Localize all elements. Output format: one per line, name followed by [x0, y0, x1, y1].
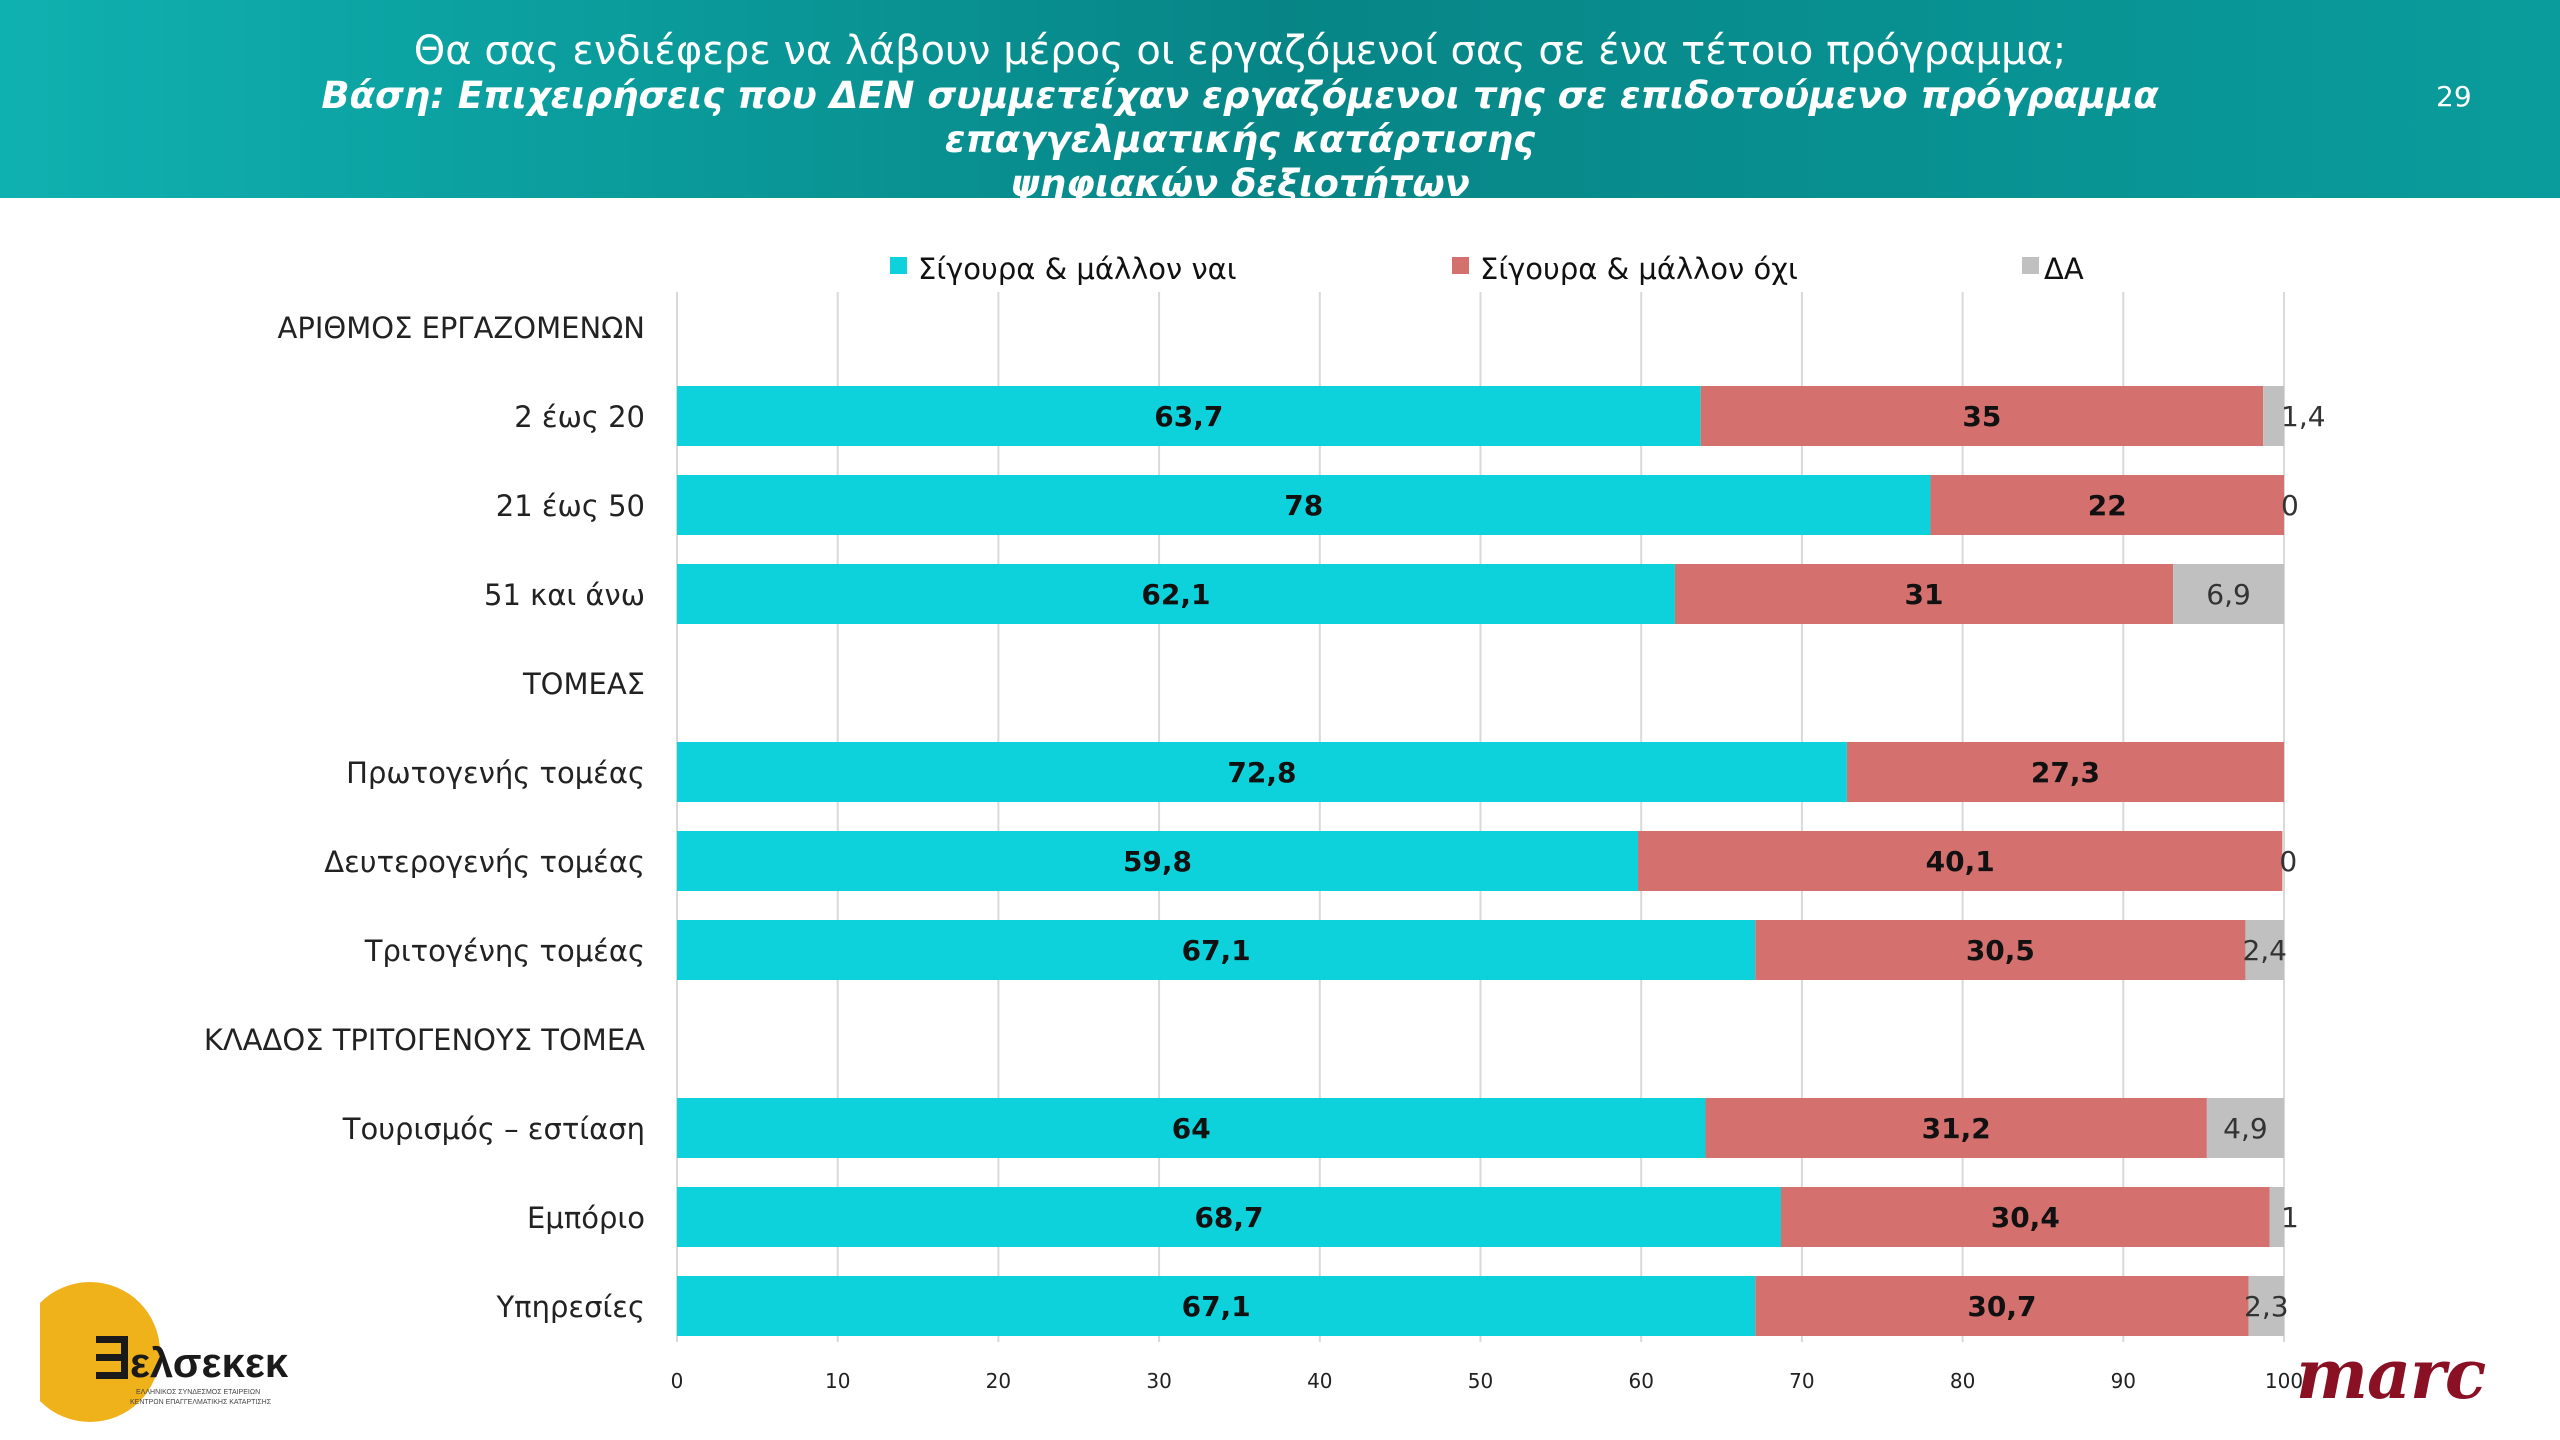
- legend-label: Σίγουρα & μάλλον όχι: [1480, 252, 1798, 286]
- elsekek-logo: ελσεκεκ ΕΛΛΗΝΙΚΟΣ ΣΥΝΔΕΣΜΟΣ ΕΤΑΙΡΕΙΩΝ ΚΕ…: [20, 1280, 340, 1430]
- category-label: 2 έως 20: [514, 400, 645, 434]
- data-label: 63,7: [1154, 400, 1223, 433]
- bar-segment: [2245, 920, 2284, 980]
- category-label: 21 έως 50: [496, 489, 645, 523]
- bar-segment: [2206, 1098, 2284, 1158]
- data-label: 35: [1962, 400, 2001, 433]
- x-tick-label: 30: [1146, 1369, 1171, 1393]
- bar-segment: [1755, 1276, 2249, 1336]
- bar-segment: [2263, 386, 2284, 446]
- bar-segment: [2248, 1276, 2284, 1336]
- data-label: 31,2: [1922, 1112, 1991, 1145]
- legend-swatch: [890, 257, 907, 274]
- category-label: Υπηρεσίες: [495, 1290, 645, 1324]
- x-tick-label: 80: [1950, 1369, 1975, 1393]
- category-label: Εμπόριο: [527, 1201, 645, 1235]
- data-label: 30,4: [1991, 1201, 2060, 1234]
- data-label: 30,7: [1967, 1290, 2036, 1323]
- bar-segment: [1930, 475, 2284, 535]
- data-label: 0: [2279, 845, 2297, 878]
- x-tick-label: 70: [1789, 1369, 1814, 1393]
- x-tick-label: 60: [1628, 1369, 1653, 1393]
- subtitle-line-1: Βάση: Επιχειρήσεις που ΔΕΝ συμμετείχαν ε…: [321, 74, 2159, 161]
- logo-tagline-2: ΚΕΝΤΡΩΝ ΕΠΑΓΓΕΛΜΑΤΙΚΗΣ ΚΑΤΑΡΤΙΣΗΣ: [130, 1399, 272, 1406]
- logo-tagline-1: ΕΛΛΗΝΙΚΟΣ ΣΥΝΔΕΣΜΟΣ ΕΤΑΙΡΕΙΩΝ: [136, 1389, 260, 1396]
- data-label: 30,5: [1966, 934, 2035, 967]
- data-label: 62,1: [1141, 578, 1210, 611]
- x-tick-label: 40: [1307, 1369, 1332, 1393]
- bar-segment: [1700, 386, 2264, 446]
- bar-segment: [677, 564, 1675, 624]
- slide-title: Θα σας ενδιέφερε να λάβουν μέρος οι εργα…: [413, 28, 2067, 74]
- slide-subtitle: Βάση: Επιχειρήσεις που ΔΕΝ συμμετείχαν ε…: [180, 74, 2300, 206]
- bar-segment: [677, 1187, 1782, 1247]
- bar-segment: [1674, 564, 2174, 624]
- data-label: 59,8: [1123, 845, 1192, 878]
- data-label: 0: [2281, 489, 2299, 522]
- legend-label: Σίγουρα & μάλλον ναι: [918, 252, 1237, 286]
- section-label: ΚΛΑΔΟΣ ΤΡΙΤΟΓΕΝΟΥΣ ΤΟΜΕΑ: [204, 1023, 645, 1057]
- category-label: Δευτερογενής τομέας: [324, 845, 645, 879]
- x-tick-label: 50: [1468, 1369, 1493, 1393]
- x-tick-label: 90: [2111, 1369, 2136, 1393]
- data-label: 2,4: [2242, 934, 2287, 967]
- bar-segment: [677, 831, 1638, 891]
- data-label: 6,9: [2206, 578, 2251, 611]
- data-label: 72,8: [1227, 756, 1296, 789]
- category-label: Τριτογένης τομέας: [364, 934, 645, 968]
- logo-circle-icon: [20, 1282, 160, 1422]
- logo-brand-text: ελσεκεκ: [130, 1339, 289, 1386]
- data-label: 67,1: [1182, 1290, 1251, 1323]
- data-label: 64: [1172, 1112, 1211, 1145]
- category-label: Τουρισμός – εστίαση: [342, 1112, 645, 1146]
- x-tick-label: 20: [986, 1369, 1011, 1393]
- data-label: 31: [1905, 578, 1944, 611]
- legend-label: ΔΑ: [2044, 252, 2084, 286]
- slide-header: Θα σας ενδιέφερε να λάβουν μέρος οι εργα…: [0, 0, 2560, 205]
- data-label: 68,7: [1194, 1201, 1263, 1234]
- data-label: 4,9: [2223, 1112, 2268, 1145]
- bar-segment: [677, 386, 1701, 446]
- bar-segment: [1781, 1187, 2270, 1247]
- section-label: ΑΡΙΘΜΟΣ ΕΡΓΑΖΟΜΕΝΩΝ: [278, 311, 645, 345]
- category-label: Πρωτογενής τομέας: [346, 756, 645, 790]
- data-label: 40,1: [1926, 845, 1995, 878]
- data-label: 1,4: [2281, 400, 2326, 433]
- bar-segment: [2269, 1187, 2284, 1247]
- bar-segment: [1705, 1098, 2207, 1158]
- data-label: 27,3: [2031, 756, 2100, 789]
- bar-segment: [677, 742, 1847, 802]
- data-label: 78: [1284, 489, 1323, 522]
- marc-logo: marc: [2296, 1335, 2486, 1415]
- x-tick-label: 100: [2265, 1369, 2303, 1393]
- section-label: ΤΟΜΕΑΣ: [522, 667, 645, 701]
- subtitle-line-2: ψηφιακών δεξιοτήτων: [1010, 162, 1470, 205]
- data-label: 67,1: [1182, 934, 1251, 967]
- category-label: 51 και άνω: [484, 578, 645, 612]
- data-label: 1: [2281, 1201, 2299, 1234]
- bar-segment: [1637, 831, 2283, 891]
- x-tick-label: 10: [825, 1369, 850, 1393]
- bar-segment: [1846, 742, 2284, 802]
- bar-segment: [677, 475, 1931, 535]
- bar-segment: [1755, 920, 2246, 980]
- bar-segment: [677, 1098, 1706, 1158]
- legend-swatch: [2022, 257, 2039, 274]
- legend-swatch: [1452, 257, 1469, 274]
- x-tick-label: 0: [671, 1369, 684, 1393]
- bar-segment: [2173, 564, 2284, 624]
- bar-segment: [677, 1276, 1756, 1336]
- bar-segment: [677, 920, 1756, 980]
- data-label: 2,3: [2244, 1290, 2289, 1323]
- data-label: 22: [2088, 489, 2127, 522]
- page-number: 29: [2436, 80, 2472, 113]
